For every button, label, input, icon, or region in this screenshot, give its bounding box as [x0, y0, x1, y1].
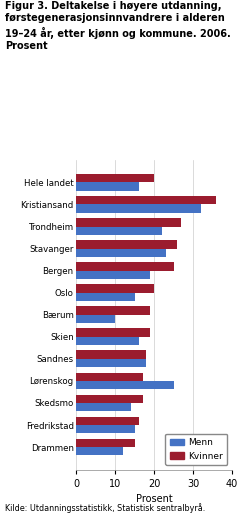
Bar [76, 329, 150, 337]
Text: Figur 3. Deltakelse i høyere utdanning,
førstegenerasjonsinnvandrere i alderen
1: Figur 3. Deltakelse i høyere utdanning, … [5, 1, 231, 51]
Bar [76, 350, 146, 359]
Bar [76, 284, 154, 293]
Bar [76, 307, 150, 315]
Bar [76, 293, 135, 301]
Text: Kilde: Utdanningsstatistikk, Statistisk sentralbyrå.: Kilde: Utdanningsstatistikk, Statistisk … [5, 504, 205, 513]
Bar [76, 196, 216, 204]
Bar [76, 447, 123, 456]
Bar [76, 227, 162, 235]
Bar [76, 315, 115, 323]
Bar [76, 183, 139, 191]
Bar [76, 204, 201, 213]
Bar [76, 425, 135, 433]
Bar [76, 337, 139, 345]
Bar [76, 240, 177, 249]
Bar [76, 174, 154, 183]
Bar [76, 373, 142, 381]
Bar [76, 262, 174, 271]
Bar [76, 359, 146, 367]
Bar [76, 416, 139, 425]
Legend: Menn, Kvinner: Menn, Kvinner [165, 433, 227, 465]
Bar [76, 271, 150, 279]
Bar [76, 403, 131, 411]
X-axis label: Prosent: Prosent [136, 494, 173, 504]
Bar [76, 249, 166, 257]
Bar [76, 395, 142, 403]
Bar [76, 218, 181, 227]
Bar [76, 439, 135, 447]
Bar [76, 381, 174, 389]
